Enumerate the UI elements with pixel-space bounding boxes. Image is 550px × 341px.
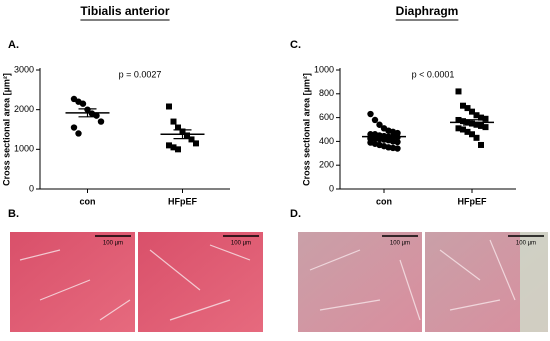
scale-bar-label: 100 µm	[390, 241, 410, 247]
y-tick-label: 800	[319, 88, 334, 98]
point	[460, 102, 466, 109]
point	[170, 144, 177, 151]
point	[455, 88, 462, 95]
point	[79, 100, 87, 107]
y-tick-label: 1000	[14, 144, 34, 154]
point	[464, 128, 471, 135]
y-tick-label: 600	[319, 112, 334, 122]
y-tick-label: 3000	[14, 64, 34, 74]
point	[469, 131, 475, 138]
x-tick-label: HFpEF	[168, 196, 197, 206]
point	[367, 110, 374, 118]
point	[371, 131, 379, 138]
annotation: p = 0.0027	[119, 69, 162, 79]
y-axis-label: Cross sectional area [µm²]	[301, 73, 311, 186]
y-axis-label: Cross sectional area [µm²]	[1, 73, 11, 186]
point	[70, 124, 78, 131]
point	[464, 105, 471, 112]
y-tick-label: 200	[319, 160, 334, 170]
point	[478, 141, 484, 148]
point	[184, 132, 190, 139]
chart-title: Tibialis anterior	[80, 4, 169, 18]
point	[394, 145, 401, 152]
point	[371, 116, 379, 124]
point	[473, 112, 480, 119]
y-tick-label: 1000	[314, 64, 334, 74]
point	[455, 125, 462, 132]
image	[298, 232, 422, 332]
point	[469, 108, 475, 115]
image	[10, 232, 135, 332]
point	[170, 118, 177, 125]
x-tick-label: HFpEF	[458, 196, 487, 206]
point	[455, 116, 462, 123]
point	[482, 115, 489, 122]
x-tick-label: con	[376, 196, 392, 206]
scale-bar-label: 100 µm	[516, 241, 536, 247]
point	[482, 124, 489, 131]
point	[175, 124, 181, 131]
scale-bar-label: 100 µm	[103, 241, 123, 247]
image-edge	[520, 232, 548, 332]
point	[75, 130, 82, 137]
point	[394, 138, 401, 146]
texture	[19, 239, 516, 321]
point	[460, 126, 466, 133]
point	[97, 118, 105, 125]
point	[188, 136, 195, 143]
point	[166, 142, 172, 149]
annotation: p < 0.0001	[412, 69, 455, 79]
histology	[10, 232, 548, 332]
y-tick-label: 0	[329, 183, 334, 193]
y-tick-label: 2000	[14, 104, 34, 114]
panel-label: C.	[290, 39, 301, 51]
panel-label: B.	[8, 208, 19, 220]
chart-title: Diaphragm	[396, 4, 459, 18]
y-tick-label: 0	[29, 183, 34, 193]
x-tick-label: con	[79, 196, 95, 206]
point	[460, 118, 466, 125]
point	[376, 121, 383, 128]
y-tick-label: 400	[319, 136, 334, 146]
point	[478, 114, 484, 121]
point	[193, 140, 199, 147]
point	[478, 122, 484, 129]
point	[175, 146, 181, 153]
point	[473, 134, 480, 141]
point	[166, 103, 172, 110]
panel-label: A.	[8, 39, 19, 51]
scale-bar-label: 100 µm	[231, 241, 251, 247]
image	[138, 232, 263, 332]
point	[367, 135, 374, 143]
panel-label: D.	[290, 208, 301, 220]
